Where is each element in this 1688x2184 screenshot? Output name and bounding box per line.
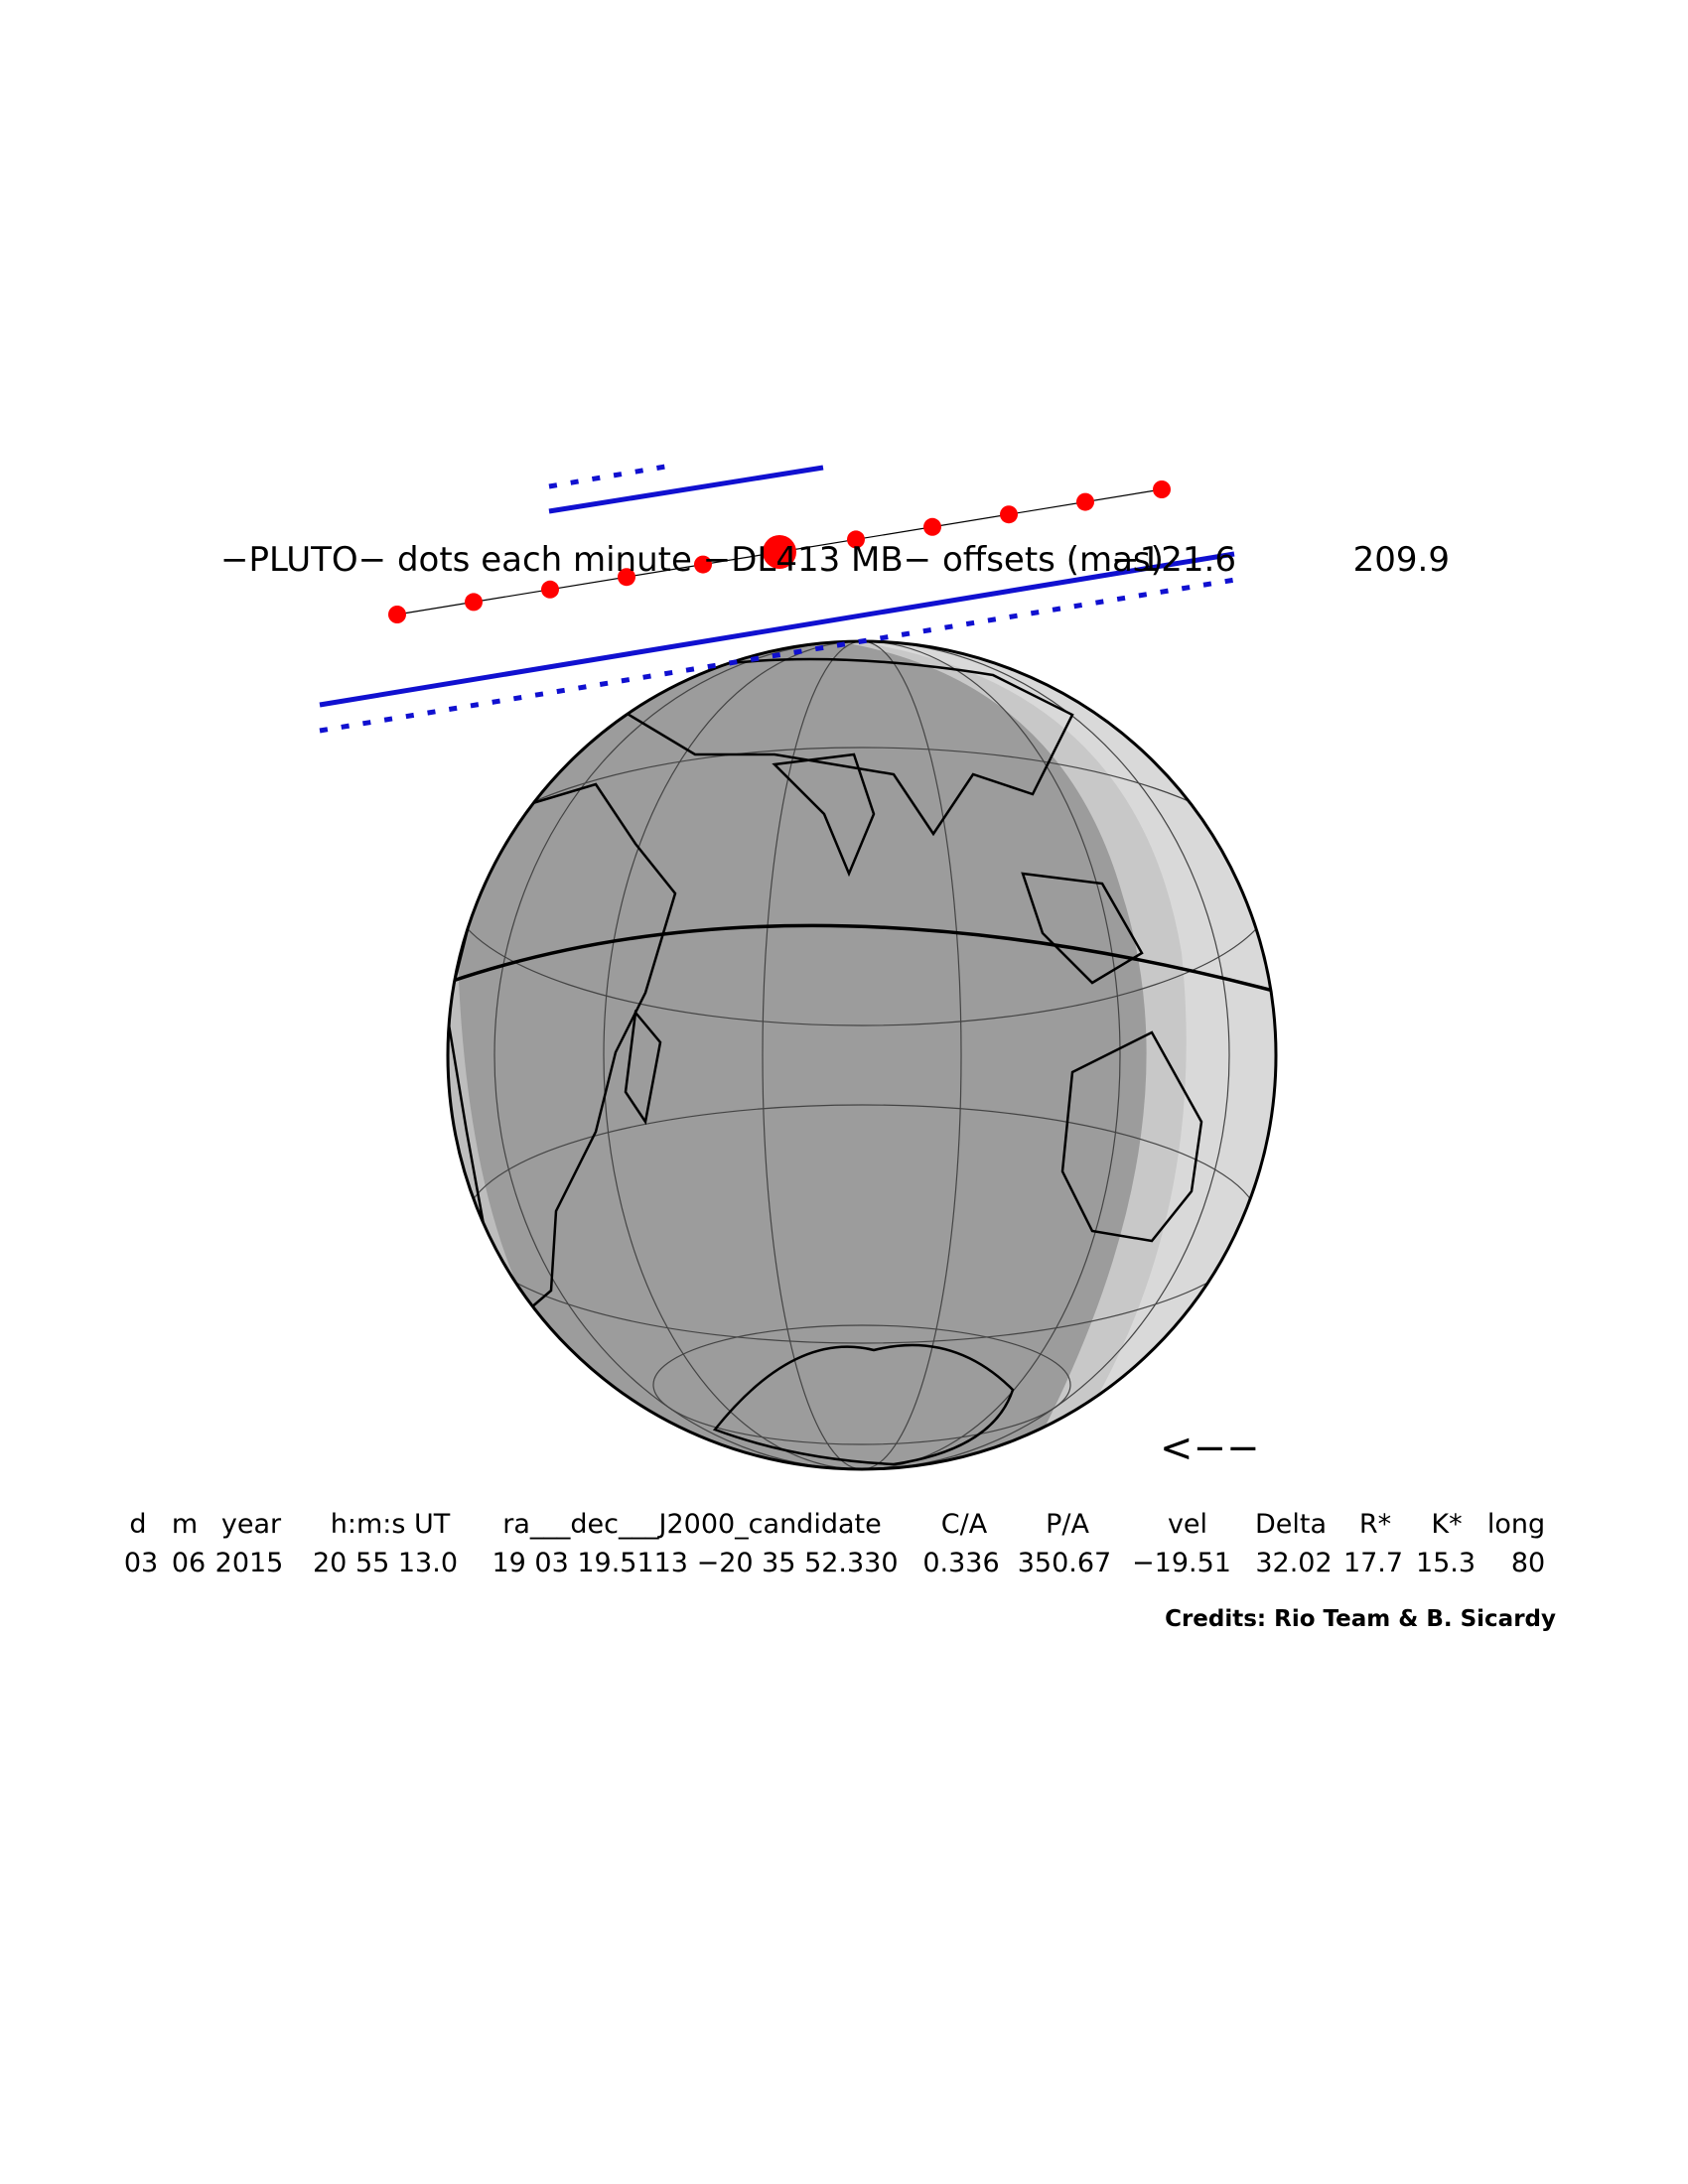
- column-value: 20 55 13.0: [313, 1548, 458, 1578]
- column-header: P/A: [1046, 1509, 1089, 1540]
- column-value: 19 03 19.5113 −20 35 52.330: [492, 1548, 898, 1578]
- south-limit-dotted: [319, 576, 1242, 734]
- column-header: Delta: [1255, 1509, 1327, 1540]
- column-value: 15.3: [1416, 1548, 1476, 1578]
- column-header: C/A: [941, 1509, 988, 1540]
- offset-x: −121.6: [1111, 540, 1236, 580]
- minute-dot: [847, 530, 865, 549]
- title: −PLUTO− dots each minute −DL413 MB− offs…: [220, 540, 1164, 580]
- column-value: 80: [1511, 1548, 1545, 1578]
- column-value: −19.51: [1132, 1548, 1231, 1578]
- minute-dot: [763, 535, 796, 569]
- parameter-table: d m year h:m:s UT ra___dec___J2000_candidate…: [124, 1509, 1545, 1578]
- credits: Credits: Rio Team & B. Sicardy: [1165, 1606, 1556, 1632]
- column-header: d: [129, 1509, 146, 1540]
- column-value: 32.02: [1255, 1548, 1332, 1578]
- minute-dot: [388, 606, 406, 623]
- minute-dots: [388, 480, 1171, 623]
- minute-dot: [1153, 480, 1171, 498]
- column-header: m: [172, 1509, 198, 1540]
- south-limit: [319, 551, 1235, 708]
- north-limit-dotted: [548, 463, 672, 489]
- column-header: vel: [1168, 1509, 1207, 1540]
- minute-dot: [618, 568, 635, 587]
- minute-dot: [694, 555, 712, 574]
- column-header: R*: [1359, 1509, 1391, 1540]
- minute-dot: [1076, 492, 1094, 511]
- column-value: 0.336: [922, 1548, 999, 1578]
- shadow-limits: [319, 463, 1242, 734]
- column-header: year: [221, 1509, 282, 1540]
- minute-dot: [465, 593, 483, 612]
- column-value: 350.67: [1018, 1548, 1111, 1578]
- minute-dot: [541, 580, 559, 599]
- column-value: 2015: [215, 1548, 284, 1578]
- column-value: 03: [124, 1548, 158, 1578]
- column-value: 06: [172, 1548, 206, 1578]
- column-header: h:m:s UT: [331, 1509, 451, 1540]
- offset-y: 209.9: [1353, 540, 1450, 580]
- column-header: ra___dec___J2000_candidate: [502, 1509, 881, 1540]
- north-limit: [548, 465, 824, 514]
- direction-arrow: <−−: [1160, 1426, 1260, 1471]
- column-header: long: [1487, 1509, 1545, 1540]
- minute-dot: [1000, 505, 1018, 524]
- globe: [446, 639, 1278, 1471]
- column-value: 17.7: [1343, 1548, 1403, 1578]
- column-header: K*: [1431, 1509, 1462, 1540]
- minute-dot: [923, 517, 941, 536]
